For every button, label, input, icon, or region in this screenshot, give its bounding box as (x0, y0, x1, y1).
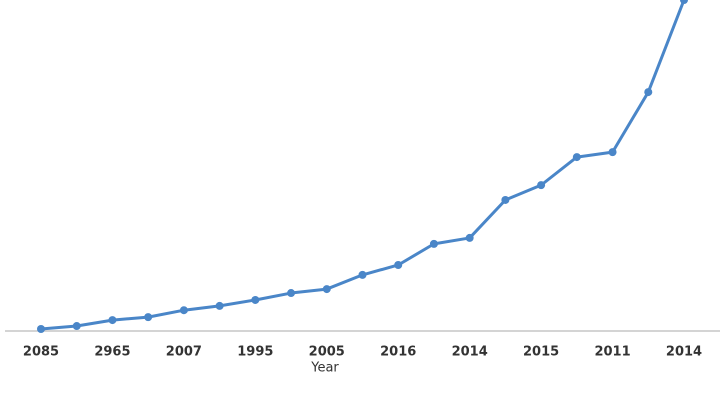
data-point (429, 239, 438, 248)
data-point (680, 0, 688, 4)
x-tick-label: 2005 (309, 345, 345, 360)
x-tick-label: 2085 (23, 345, 59, 360)
data-point (394, 260, 403, 269)
data-point (322, 285, 331, 294)
data-point (465, 233, 474, 242)
data-point (644, 88, 653, 97)
x-tick-label: 2011 (594, 345, 630, 360)
data-point (358, 270, 367, 279)
x-tick-label: 2016 (380, 345, 416, 360)
x-tick-label: 2015 (523, 345, 559, 360)
data-point (144, 313, 153, 322)
data-point (37, 325, 45, 334)
x-axis-title: Year (310, 361, 339, 376)
data-point (287, 289, 296, 298)
data-point (608, 148, 617, 157)
x-tick-label: 2014 (666, 345, 702, 360)
data-point (179, 306, 188, 315)
data-point (501, 195, 510, 204)
x-tick-label: 2965 (94, 345, 130, 360)
x-tick-label: 2014 (452, 345, 488, 360)
x-tick-label: 2007 (166, 345, 202, 360)
data-point (537, 181, 546, 190)
x-tick-label: 1995 (237, 345, 273, 360)
data-point (72, 322, 81, 331)
data-point (572, 153, 581, 162)
data-point (215, 301, 224, 310)
data-point (108, 316, 117, 325)
data-point (251, 295, 260, 304)
data-line (40, 0, 686, 331)
